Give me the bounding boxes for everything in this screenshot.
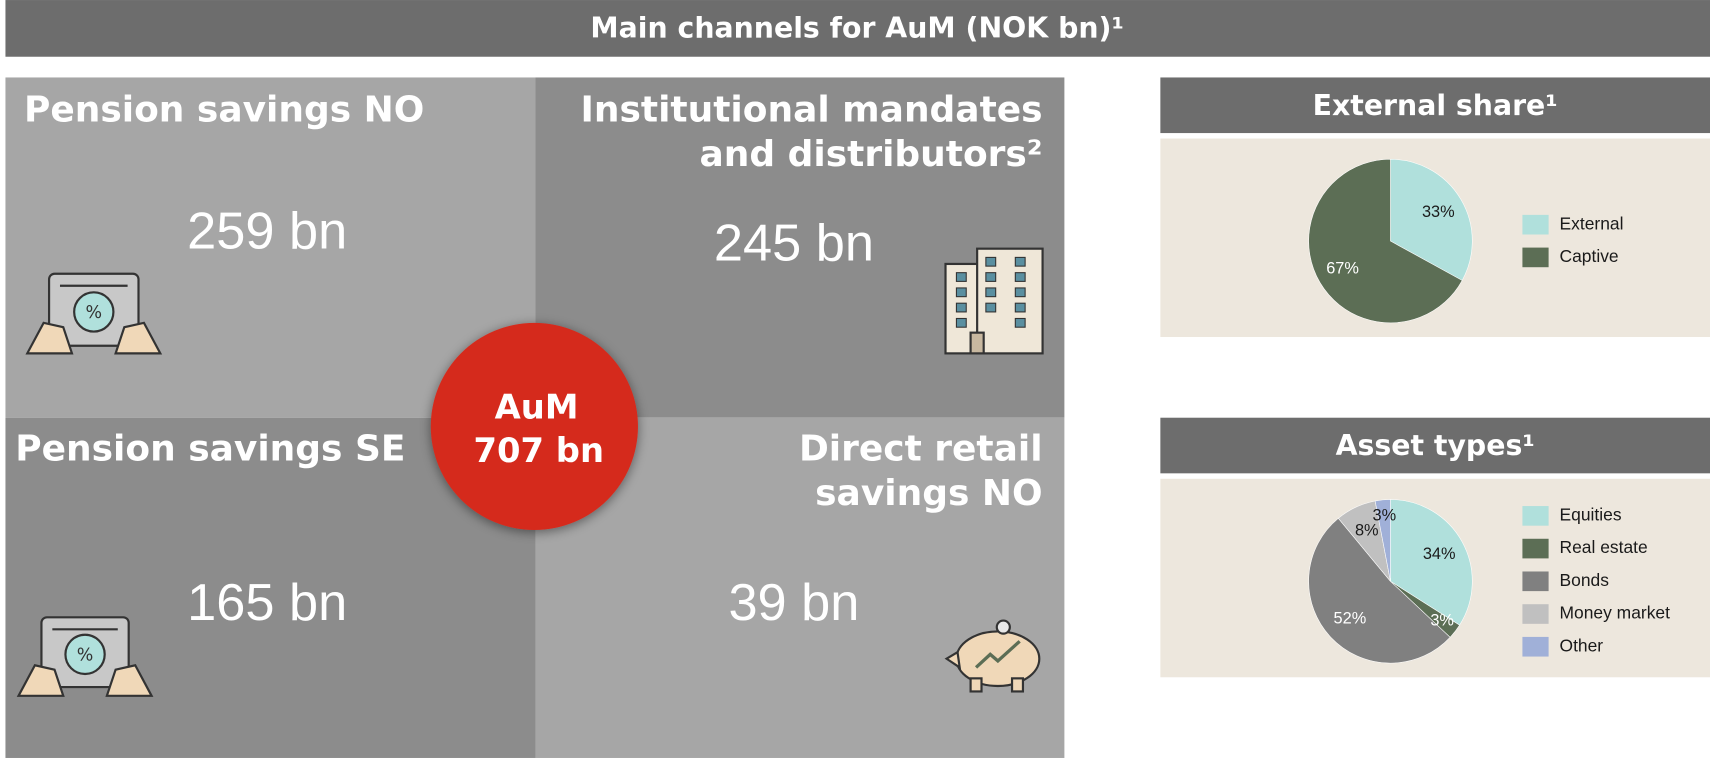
header-title: Main channels for AuM (NOK bn)¹ [590,11,1124,44]
quadrant-value: 245 bn [714,214,874,272]
pie-value-label: 33% [1422,203,1455,221]
quadrant-title: Direct retail [799,428,1043,469]
legend-label: Bonds [1560,570,1610,590]
pie-value-label: 34% [1423,545,1456,563]
center-value: 707 bn [473,431,604,470]
legend-label: Money market [1560,603,1671,623]
legend-swatch [1522,637,1548,657]
pie-value-label: 3% [1372,506,1396,524]
legend-swatch [1522,215,1548,235]
quadrant-title: Pension savings SE [15,428,405,469]
legend-swatch [1522,571,1548,591]
legend-label: Equities [1560,504,1622,524]
svg-text:%: % [85,303,102,323]
legend-swatch [1522,539,1548,559]
center-label: AuM [495,387,579,426]
quadrant-value: 39 bn [728,574,859,632]
legend-label: Captive [1560,246,1619,266]
svg-text:%: % [77,645,94,665]
infographic: Main channels for AuM (NOK bn)¹ Pension … [0,0,1710,758]
pie-value-label: 3% [1430,612,1454,630]
legend-swatch [1522,248,1548,268]
chart-title: External share¹ [1313,89,1558,122]
legend-swatch [1522,506,1548,526]
chart-title: Asset types¹ [1336,429,1535,462]
page: { "header": {"title": "Main channels for… [0,0,1710,758]
legend-swatch [1522,604,1548,624]
legend-label: Real estate [1560,537,1648,557]
quadrant-title: savings NO [815,473,1042,514]
pie-value-label: 52% [1334,610,1367,628]
legend-label: Other [1560,635,1604,655]
quadrant-title: Institutional mandates [581,89,1043,130]
quadrant-value: 259 bn [187,202,347,260]
pie-value-label: 67% [1326,260,1359,278]
quadrant-title: Pension savings NO [24,89,424,130]
building-icon [946,249,1043,354]
quadrant-value: 165 bn [187,574,347,632]
legend-label: External [1560,213,1624,233]
quadrant-title: and distributors² [700,134,1043,175]
